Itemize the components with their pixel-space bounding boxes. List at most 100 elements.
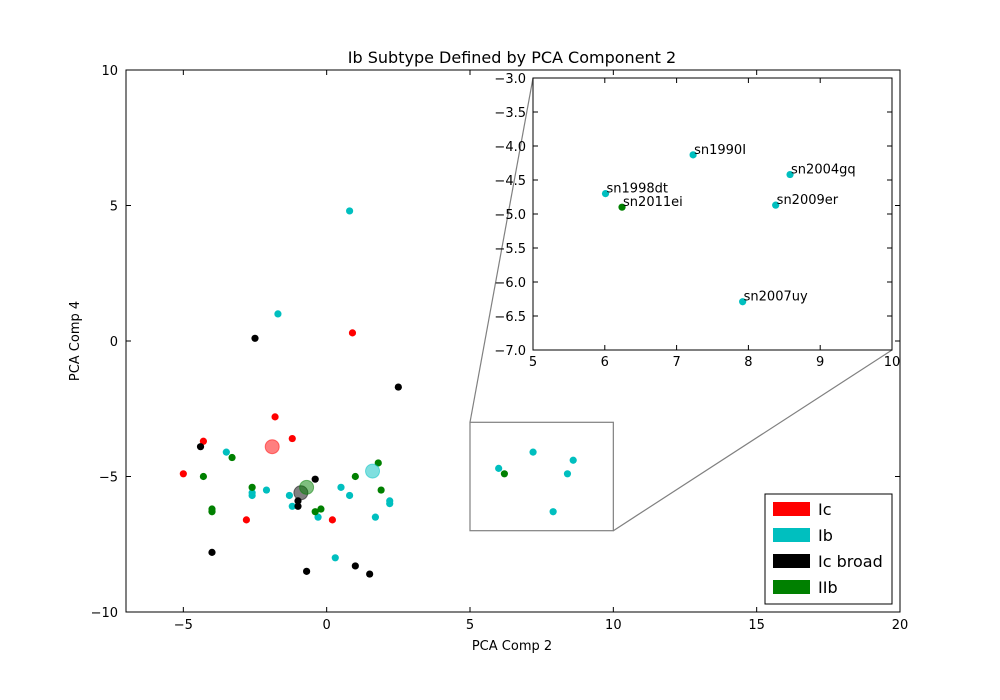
data-point [271,413,279,421]
data-point [346,207,354,215]
legend-label: Ic [818,500,832,519]
inset-data-point [689,151,697,159]
inset-point-label: sn2011ei [623,195,683,210]
inset-point-label: sn1990I [694,143,746,158]
inset-data-point [601,190,610,198]
inset-x-tick-label: 5 [529,355,537,370]
data-point [199,472,207,481]
inset-y-tick-label: −6.5 [494,310,526,325]
inset-y-tick-label: −3.0 [494,72,526,87]
zoom-connector-line [613,349,893,532]
data-point [549,508,557,516]
data-point [285,491,293,500]
data-point [311,475,319,483]
inset-axes-frame [532,77,893,351]
main-axes: −5 0 5 10 15 20 −10 −5 0 5 10 [91,64,909,633]
legend-swatch [773,502,810,516]
data-point [208,548,216,556]
inset-x-tick-label: 6 [601,355,609,370]
legend-label: IIb [818,578,838,597]
x-tick-label: 20 [892,618,909,633]
inset-y-tick-label: −5.0 [494,208,526,223]
data-point [394,383,402,391]
data-point [377,486,385,494]
data-point [248,491,256,500]
data-point [386,500,394,508]
data-point [563,470,572,478]
data-point [314,513,322,521]
data-point [500,470,508,478]
main-scatter-points [179,207,577,578]
inset-point-label: sn1998dt [607,182,668,197]
x-axis-label: PCA Comp 2 [472,639,552,654]
data-point [303,567,311,575]
data-point [242,516,250,524]
data-point [529,448,537,456]
x-tick-label: 5 [466,618,474,633]
data-point [208,508,216,516]
inset-point-label: sn2007uy [744,290,808,305]
x-tick-label: 15 [748,618,765,633]
legend-swatch [773,528,810,542]
data-point [248,483,256,491]
centroid-marker [365,463,381,479]
data-point [351,472,359,481]
data-point [569,456,577,464]
centroid-marker [299,479,315,495]
inset-point-label: sn2004gq [791,163,856,178]
data-point [288,502,296,510]
data-point [317,505,325,513]
inset-x-tick-label: 9 [816,355,824,370]
data-point [351,562,359,570]
inset-axes: 5 6 7 8 9 10 −3.0 −3.5 −4.0 −4.5 −5.0 −5.5 −6.0 −6.5 −… [494,72,900,370]
legend-label: Ic broad [818,552,883,571]
y-tick-label: 0 [110,335,118,350]
x-tick-label: −5 [174,618,193,633]
zoom-connector-line [469,77,534,423]
inset-x-tick-label: 8 [744,355,752,370]
inset-y-tick-label: −6.0 [494,276,526,291]
inset-y-tick-label: −3.5 [494,106,526,121]
zoom-connector-lines [469,77,893,532]
data-point [495,464,503,472]
data-point [371,513,379,521]
data-point [331,554,339,562]
data-point [222,448,230,456]
data-point [366,570,374,578]
data-point [311,508,319,516]
y-axis-label: PCA Comp 4 [68,301,83,381]
y-tick-label: −10 [91,606,118,621]
data-point [262,486,271,494]
inset-x-tick-label: 7 [672,355,680,370]
x-tick-label: 10 [605,618,622,633]
chart-title: Ib Subtype Defined by PCA Component 2 [348,48,676,67]
legend: Ic Ib Ic broad IIb [764,493,893,605]
data-point [346,491,354,500]
x-tick-label: 0 [323,618,331,633]
data-point [179,470,187,478]
inset-y-tick-label: −5.5 [494,242,526,257]
data-point [228,453,236,462]
inset-point-label: sn2009er [777,193,839,208]
centroid-marker [264,439,280,455]
inset-data-point [786,170,794,179]
y-tick-label: −5 [99,471,118,486]
y-tick-label: 5 [110,200,118,215]
data-point [274,310,282,318]
inset-data-point [772,201,780,209]
legend-swatch [773,554,810,568]
legend-swatch [773,580,810,594]
data-point [196,443,205,451]
data-point [199,437,207,445]
data-point [288,434,296,443]
inset-data-point [739,298,747,306]
inset-y-tick-label: −4.5 [494,174,526,189]
inset-y-tick-label: −7.0 [494,344,526,359]
zoom-region-box [469,421,614,532]
data-point [337,483,345,491]
legend-label: Ib [818,526,833,545]
inset-x-tick-label: 10 [884,355,901,370]
inset-y-tick-label: −4.0 [494,140,526,155]
data-point [251,334,259,342]
